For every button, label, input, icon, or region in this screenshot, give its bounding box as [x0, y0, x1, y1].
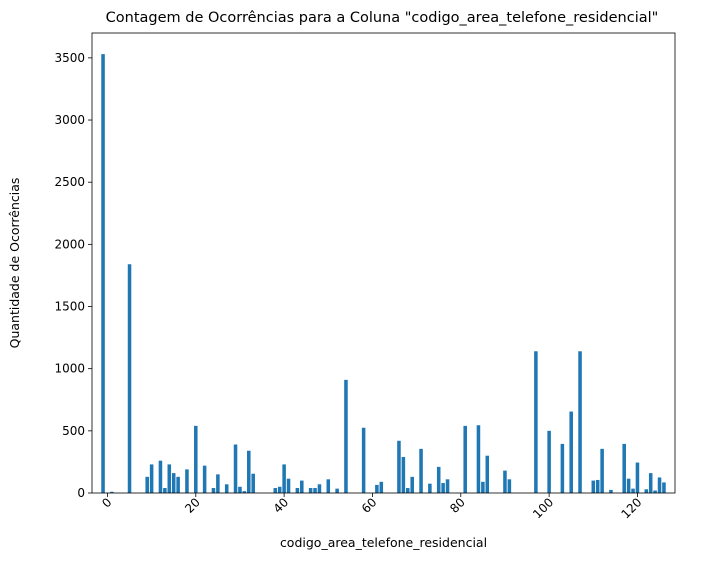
- bar: [428, 483, 432, 493]
- bar: [317, 484, 322, 493]
- bar: [149, 464, 154, 493]
- y-tick-label: 500: [62, 424, 85, 438]
- y-tick-label: 3000: [54, 113, 85, 127]
- bar: [233, 444, 238, 493]
- bar: [185, 469, 189, 493]
- y-tick-label: 2000: [54, 237, 85, 251]
- y-axis-label: Quantidade de Ocorrências: [7, 178, 22, 349]
- bar: [600, 448, 604, 493]
- bar: [609, 489, 613, 493]
- bar: [657, 477, 662, 493]
- bar: [662, 482, 666, 493]
- bar: [216, 474, 220, 493]
- bar: [171, 473, 176, 493]
- y-axis: 0 500 1000 1500 2000 2500 3000 3500: [54, 51, 92, 500]
- bar: [282, 464, 286, 493]
- plot-frame: [91, 32, 676, 494]
- bar: [242, 491, 247, 493]
- y-tick-label: 2500: [54, 175, 85, 189]
- bar: [110, 491, 114, 493]
- x-axis: 0 20 40 60 80 100 120: [99, 493, 645, 521]
- bar: [419, 448, 423, 493]
- bar: [194, 425, 198, 493]
- x-tick-label: 100: [530, 495, 556, 521]
- bar: [158, 460, 163, 493]
- bar: [547, 430, 551, 493]
- bar: [335, 488, 339, 493]
- bar: [476, 425, 481, 493]
- bar: [202, 465, 207, 493]
- y-tick-label: 0: [77, 486, 85, 500]
- bar: [591, 480, 596, 493]
- y-tick-label: 1500: [54, 300, 85, 314]
- bar: [626, 478, 631, 493]
- bar: [481, 481, 485, 493]
- bar: [653, 490, 657, 493]
- bar: [445, 479, 450, 493]
- bar: [251, 473, 255, 493]
- bar: [578, 351, 582, 493]
- bar: [410, 476, 414, 493]
- chart-title: Contagem de Ocorrências para a Coluna "c…: [106, 10, 659, 26]
- bar: [300, 480, 304, 493]
- bars-group: [101, 54, 666, 493]
- bar: [401, 456, 406, 493]
- bar: [344, 379, 348, 493]
- bar: [644, 489, 649, 493]
- bar: [463, 425, 467, 493]
- bar: [176, 476, 180, 493]
- x-tick-label: 40: [271, 495, 292, 516]
- bar: [295, 488, 300, 493]
- bar: [167, 464, 172, 493]
- bar: [247, 450, 251, 493]
- bar: [277, 486, 282, 493]
- bar: [503, 470, 507, 493]
- bar: [441, 483, 445, 493]
- bar: [635, 462, 640, 493]
- bar: [560, 443, 565, 493]
- x-tick-label: 120: [618, 495, 644, 521]
- x-tick-label: 0: [99, 495, 114, 510]
- bar: [436, 466, 441, 493]
- bar: [211, 488, 216, 493]
- bar: [595, 479, 600, 493]
- bar: [648, 473, 653, 493]
- bar: [313, 488, 317, 493]
- bar: [631, 488, 635, 493]
- bar: [163, 488, 167, 493]
- bar: [485, 455, 490, 493]
- bar: [569, 411, 573, 493]
- bar: [101, 54, 105, 493]
- y-tick-label: 3500: [54, 51, 85, 65]
- bar: [361, 427, 366, 493]
- bar: [406, 488, 410, 493]
- bar: [127, 264, 132, 493]
- bar: [379, 481, 384, 493]
- bar: [326, 479, 331, 493]
- x-tick-label: 80: [447, 495, 468, 516]
- bar: [622, 443, 626, 493]
- x-tick-label: 20: [182, 495, 203, 516]
- bar: [375, 484, 379, 493]
- bar: [534, 351, 538, 493]
- bar: [224, 484, 229, 493]
- bar: [286, 478, 291, 493]
- bar: [507, 479, 512, 493]
- x-axis-label: codigo_area_telefone_residencial: [280, 535, 487, 550]
- bar: [238, 486, 242, 493]
- bar: [145, 476, 149, 493]
- y-tick-label: 1000: [54, 362, 85, 376]
- bar: [308, 488, 313, 493]
- bar: [397, 440, 401, 493]
- x-tick-label: 60: [359, 495, 380, 516]
- bar: [273, 488, 278, 493]
